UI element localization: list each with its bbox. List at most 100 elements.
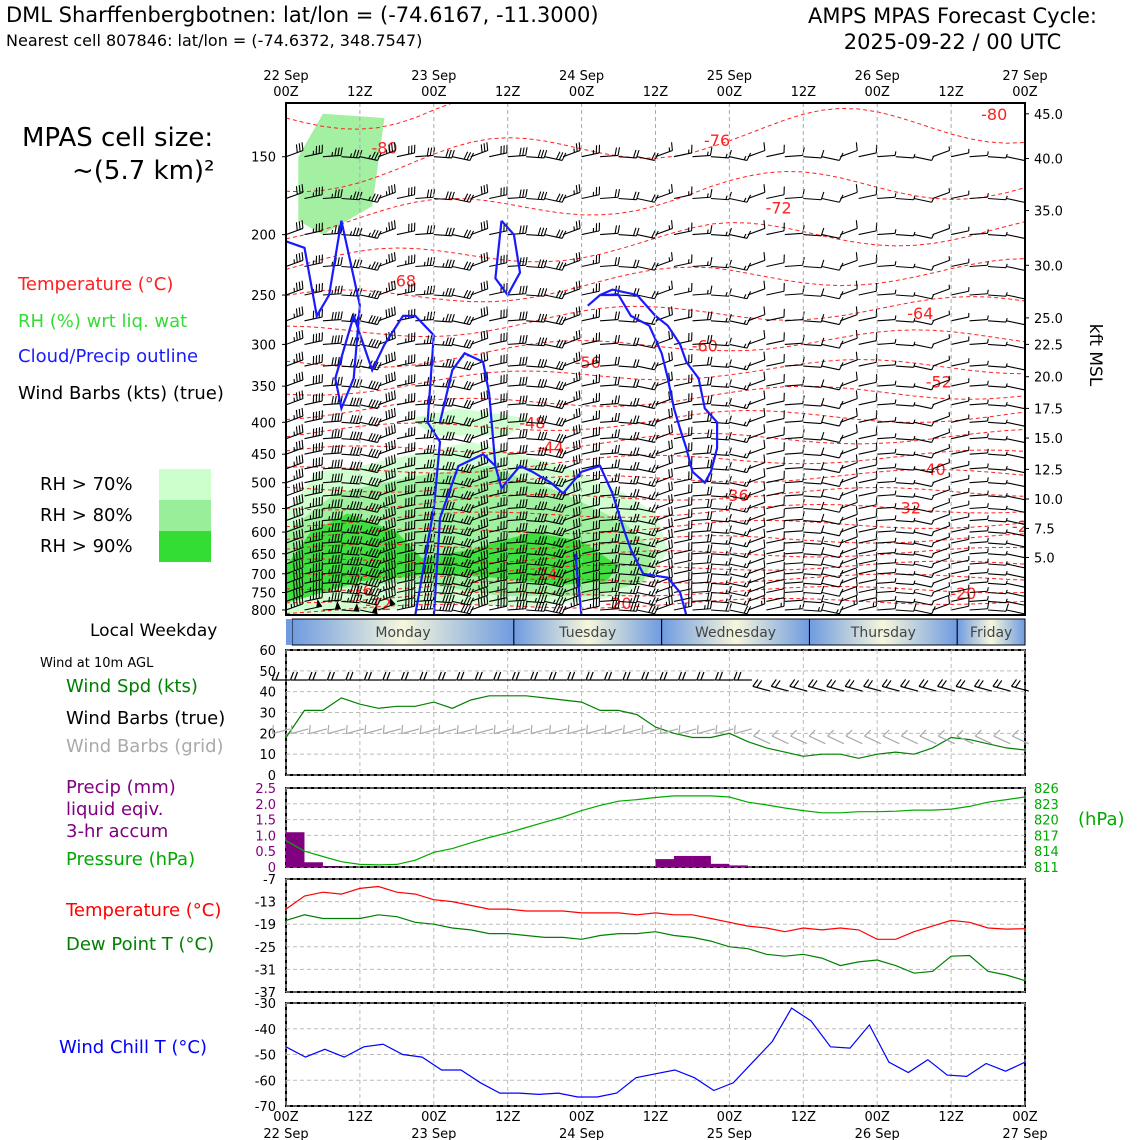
weekday-cell — [661, 618, 810, 646]
wind-barb — [895, 153, 916, 159]
temperature-contour-label: -80 — [981, 105, 1007, 124]
bottom-time-hour-label: 00Z — [421, 1110, 447, 1125]
wind-barb — [950, 556, 970, 565]
wind-barb — [286, 528, 304, 544]
wind-barb — [673, 580, 693, 594]
wind-barb — [877, 399, 897, 406]
wind-barb-true — [530, 671, 549, 681]
wind-barb — [433, 447, 455, 457]
wind-barb — [1006, 573, 1025, 579]
wind-barb — [322, 544, 343, 555]
wind-barb — [655, 424, 673, 440]
wind-barb — [655, 559, 673, 575]
wind-barb — [396, 470, 416, 484]
wind-barb-grid — [678, 725, 697, 735]
wind-barb — [747, 578, 766, 594]
wind-barb — [987, 505, 1008, 511]
wind-barb — [803, 288, 825, 297]
time-hour-label: 00Z — [273, 85, 299, 100]
wind-barb — [932, 146, 951, 158]
windchill-tick-label: -70 — [255, 1100, 276, 1115]
wind-barb — [987, 317, 1008, 323]
wind-barb — [341, 358, 363, 368]
time-date-label: 25 Sep — [707, 69, 752, 84]
wind-barb — [562, 481, 581, 497]
weekday-label: Monday — [375, 625, 430, 641]
wind-barb — [507, 554, 528, 565]
wind-barb — [729, 418, 752, 427]
wind-barb — [286, 142, 304, 158]
wind-barb — [396, 580, 416, 594]
wind-barb — [877, 416, 897, 423]
wind-barb — [673, 442, 693, 455]
wind-barb — [784, 499, 805, 510]
wind-barb — [950, 430, 970, 440]
wind-barb — [913, 553, 935, 559]
wind-barb — [359, 448, 382, 459]
wind-barb — [932, 472, 951, 484]
height-tick-label: 5.0 — [1034, 551, 1055, 566]
wind-barb — [673, 508, 693, 522]
wind-barb — [821, 362, 844, 371]
wind-barb — [840, 407, 858, 423]
wind-barb — [840, 517, 858, 533]
precip-tick-label: 0.5 — [255, 845, 276, 860]
wind-barb — [581, 580, 601, 594]
wind-barb — [600, 554, 621, 565]
wind-barb-true — [363, 671, 383, 681]
wind-barb — [987, 292, 1008, 297]
wind-barb — [562, 539, 581, 555]
weekday-label: Thursday — [850, 625, 916, 641]
wind-barb — [600, 356, 621, 367]
wind-barb — [341, 446, 363, 457]
bottom-time-hour-label: 00Z — [864, 1110, 890, 1125]
wind-barb-grid — [993, 729, 1011, 745]
wind-barb — [747, 481, 766, 497]
time-date-label: 24 Sep — [559, 69, 604, 84]
wind-barb — [415, 257, 436, 268]
wind-barb — [618, 447, 640, 457]
wind-barb — [396, 222, 416, 236]
wind-barb — [655, 539, 673, 555]
pressure-tick-label: 400 — [251, 416, 276, 431]
wind-barb — [341, 397, 363, 407]
wind-barb — [600, 544, 621, 555]
wind-barb — [507, 147, 528, 158]
pressure-series — [285, 795, 1026, 866]
wind-barb — [747, 184, 766, 200]
wind-barb — [378, 578, 396, 594]
wind-barb — [858, 520, 878, 533]
wind-barb — [1006, 468, 1025, 474]
wind-barb — [618, 337, 640, 347]
wind-barb — [784, 522, 805, 533]
wind-barb-true — [622, 671, 641, 681]
wind-barb — [526, 594, 548, 604]
wind-barb — [932, 595, 951, 611]
wind-barb — [489, 308, 508, 322]
wind-barb — [526, 461, 548, 471]
wind-barb — [766, 520, 785, 533]
wind-barb — [433, 535, 455, 545]
height-tick-label: 40.0 — [1034, 153, 1063, 168]
wind10m-frame — [285, 649, 1026, 776]
wind-barb — [286, 549, 304, 565]
wind-barb — [803, 489, 825, 498]
wind-barb — [895, 550, 916, 556]
wind-barb — [581, 354, 601, 367]
wind-barb — [913, 265, 935, 271]
wind-barb — [673, 520, 693, 533]
wind-barb — [710, 447, 732, 457]
wind-barb-grid — [364, 725, 383, 735]
cell-size-label: MPAS cell size: — [22, 123, 214, 153]
wind-barb-grid — [512, 725, 531, 735]
wind-barb — [507, 334, 528, 345]
wind-barb — [950, 593, 970, 602]
wind-barb — [507, 356, 528, 367]
wind-barb — [470, 252, 489, 268]
wind-barb — [692, 544, 713, 555]
wind-barb — [784, 486, 805, 497]
wind-barb — [1006, 453, 1025, 459]
wind-barb — [987, 517, 1008, 523]
wind-barb — [415, 429, 436, 440]
wind-barb — [581, 483, 601, 497]
